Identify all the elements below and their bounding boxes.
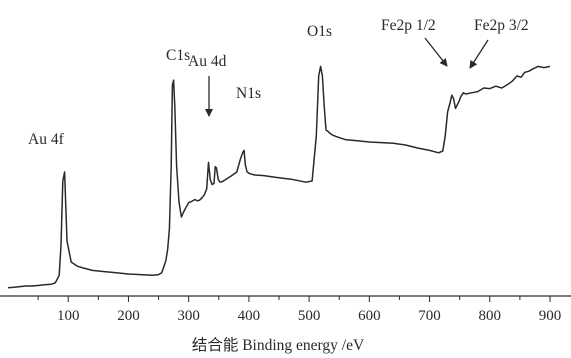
x-tick-label: 200 bbox=[117, 308, 140, 324]
x-tick-label: 800 bbox=[479, 308, 502, 324]
peak-label: O1s bbox=[307, 23, 332, 40]
x-axis-title: 结合能 Binding energy /eV bbox=[192, 336, 365, 354]
annotation-arrow bbox=[469, 39, 489, 69]
x-tick-label: 600 bbox=[358, 308, 381, 324]
peak-label: Fe2p 1/2 bbox=[381, 17, 436, 34]
peak-label: Au 4f bbox=[28, 131, 65, 148]
x-tick-label: 500 bbox=[298, 308, 321, 324]
x-tick-label: 100 bbox=[57, 308, 80, 324]
x-tick-label: 400 bbox=[238, 308, 261, 324]
peak-label: N1s bbox=[236, 85, 261, 102]
x-tick-label: 300 bbox=[177, 308, 200, 324]
peak-label: Au 4d bbox=[188, 53, 227, 70]
spectrum-line bbox=[7, 65, 551, 289]
peak-label: Fe2p 3/2 bbox=[474, 17, 529, 34]
annotation-arrow bbox=[424, 37, 448, 67]
x-axis-ticks: 100 200 300 400 500 600 700 800 900 bbox=[37, 296, 562, 324]
peak-label: C1s bbox=[166, 47, 190, 64]
x-tick-label: 700 bbox=[418, 308, 441, 324]
x-tick-label: 900 bbox=[539, 308, 562, 324]
